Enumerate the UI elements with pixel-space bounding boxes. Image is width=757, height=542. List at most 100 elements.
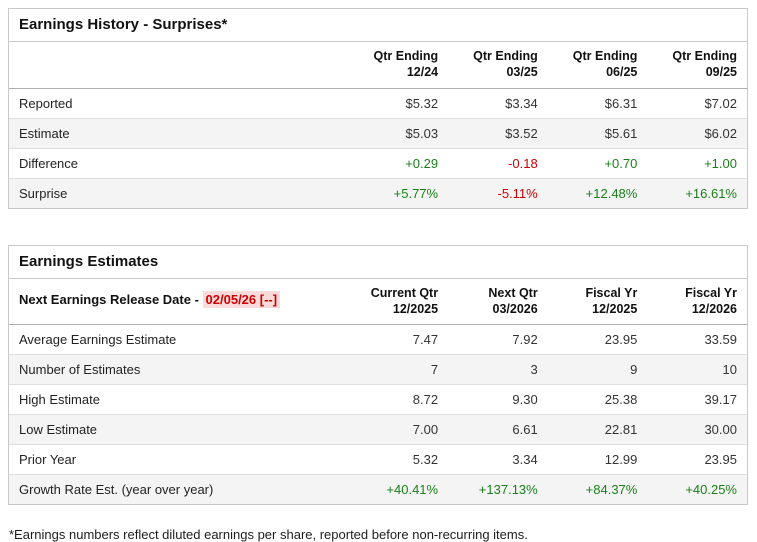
cell-value: $3.52: [448, 118, 548, 149]
cell-value: +137.13%: [448, 475, 548, 505]
cell-value: 12.99: [547, 444, 648, 475]
row-label: Average Earnings Estimate: [9, 324, 349, 355]
cell-text: $3.34: [505, 95, 538, 111]
row-number-of-estimates: Number of Estimates 7 3 9 10: [9, 354, 747, 385]
column-header-line: 09/25: [705, 65, 737, 80]
cell-value: 6.61: [448, 414, 548, 445]
cell-value: 23.95: [647, 444, 747, 475]
cell-text: +1.00: [704, 155, 737, 171]
row-label: Estimate: [9, 118, 349, 149]
cell-text: $5.32: [405, 95, 439, 111]
cell-value: 9.30: [448, 384, 548, 415]
cell-text: -0.18: [508, 155, 538, 171]
cell-value: 10: [647, 354, 747, 385]
cell-value: 8.72: [348, 384, 449, 415]
column-header-qtr-1224: Qtr Ending 12/24: [348, 42, 449, 89]
cell-text: 6.61: [512, 422, 538, 437]
row-difference: Difference +0.29 -0.18 +0.70 +1.00: [9, 148, 747, 179]
cell-value: 39.17: [647, 384, 747, 415]
cell-value: +5.77%: [348, 178, 448, 208]
earnings-estimates-header-row: Next Earnings Release Date - 02/05/26 [-…: [9, 278, 747, 325]
column-header-line: Qtr Ending: [672, 49, 737, 63]
release-label: Next Earnings Release Date -: [19, 292, 203, 308]
cell-text: $5.61: [604, 125, 638, 141]
cell-value: $5.32: [348, 88, 449, 119]
column-header-current-qtr: Current Qtr 12/2025: [348, 278, 449, 325]
earnings-estimates-grid: Next Earnings Release Date - 02/05/26 [-…: [9, 278, 747, 505]
column-header-line: Qtr Ending: [572, 49, 638, 63]
earnings-estimates-title: Earnings Estimates: [9, 246, 747, 279]
cell-text: 7.00: [412, 422, 439, 437]
column-header-line: Current Qtr: [370, 285, 439, 300]
earnings-page: { "colors": { "positive": "#1a7f1a", "ne…: [8, 8, 748, 542]
column-header-fiscal-yr-2026: Fiscal Yr 12/2026: [647, 278, 747, 325]
cell-value: +16.61%: [647, 178, 747, 208]
column-header-line: Qtr Ending: [373, 49, 439, 63]
cell-text: 22.81: [604, 422, 638, 437]
cell-text: $6.31: [604, 95, 638, 111]
cell-value: 7.47: [348, 324, 449, 355]
column-header-line: 06/25: [606, 65, 638, 80]
cell-value: $5.03: [348, 118, 449, 149]
cell-text: $3.52: [505, 125, 538, 141]
cell-text: $6.02: [704, 125, 737, 141]
cell-text: $5.03: [405, 125, 439, 141]
earnings-footnote: *Earnings numbers reflect diluted earnin…: [9, 527, 528, 542]
column-header-next-qtr: Next Qtr 03/2026: [448, 278, 548, 325]
next-earnings-release-cell: Next Earnings Release Date - 02/05/26 [-…: [9, 278, 349, 325]
cell-value: $7.02: [647, 88, 747, 119]
row-growth-rate-estimate: Growth Rate Est. (year over year) +40.41…: [9, 474, 747, 505]
cell-text: 3.34: [512, 452, 538, 467]
column-header-qtr-0325: Qtr Ending 03/25: [448, 42, 548, 89]
cell-value: +0.29: [348, 148, 449, 179]
cell-value: $5.61: [547, 118, 648, 149]
cell-text: 7: [430, 362, 439, 377]
cell-value: 7.92: [448, 324, 548, 355]
cell-value: 7.00: [348, 414, 449, 445]
row-label: Difference: [9, 148, 349, 179]
cell-text: 30.00: [704, 422, 737, 437]
cell-value: 7: [348, 354, 449, 385]
cell-text: 23.95: [604, 332, 638, 347]
cell-text: 39.17: [704, 392, 737, 407]
cell-value: 22.81: [547, 414, 648, 445]
column-header-line: 12/2026: [691, 301, 737, 316]
row-average-earnings-estimate: Average Earnings Estimate 7.47 7.92 23.9…: [9, 324, 747, 355]
cell-text: 23.95: [704, 452, 737, 467]
column-header-line: Fiscal Yr: [685, 285, 737, 300]
cell-text: 12.99: [604, 452, 638, 467]
column-header-line: 03/25: [506, 65, 538, 80]
cell-value: 3.34: [448, 444, 548, 475]
cell-value: +1.00: [647, 148, 747, 179]
cell-text: +40.25%: [685, 482, 737, 497]
earnings-history-title: Earnings History - Surprises*: [9, 9, 747, 42]
cell-value: 3: [448, 354, 548, 385]
cell-text: +0.29: [405, 155, 439, 171]
column-header-line: Fiscal Yr: [585, 285, 638, 300]
row-prior-year: Prior Year 5.32 3.34 12.99 23.95: [9, 444, 747, 475]
cell-text: -5.11%: [497, 185, 538, 201]
cell-value: +84.37%: [548, 475, 648, 505]
column-header-line: Qtr Ending: [473, 49, 538, 63]
cell-value: 33.59: [647, 324, 747, 355]
row-label: Reported: [9, 88, 349, 119]
row-surprise: Surprise +5.77% -5.11% +12.48% +16.61%: [9, 178, 747, 208]
release-date: 02/05/26 [--]: [202, 291, 281, 309]
row-label: Surprise: [19, 185, 68, 201]
row-estimate: Estimate $5.03 $3.52 $5.61 $6.02: [9, 118, 747, 149]
column-header-line: 03/2026: [492, 301, 538, 316]
column-header-line: 12/24: [406, 65, 439, 80]
cell-text: +16.61%: [685, 185, 737, 201]
cell-text: 33.59: [704, 332, 737, 347]
cell-text: 10: [722, 362, 737, 377]
row-label: Low Estimate: [9, 414, 349, 445]
column-header-line: 12/2025: [392, 301, 439, 316]
cell-value: $6.31: [547, 88, 648, 119]
earnings-estimates-table: Earnings Estimates Next Earnings Release…: [8, 244, 748, 505]
cell-text: 5.32: [412, 452, 439, 467]
row-label: Prior Year: [9, 444, 349, 475]
earnings-history-table: Earnings History - Surprises* Qtr Ending…: [8, 8, 748, 209]
cell-value: -0.18: [448, 148, 548, 179]
cell-text: 7.92: [512, 332, 538, 347]
cell-value: 5.32: [348, 444, 449, 475]
